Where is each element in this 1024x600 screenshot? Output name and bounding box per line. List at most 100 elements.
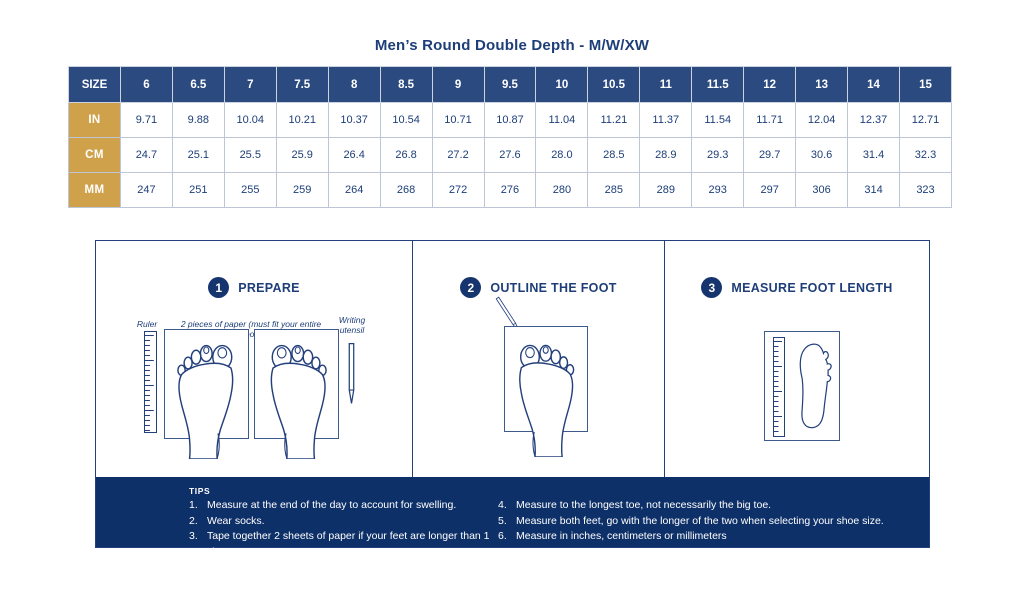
step-column-prepare: 1 PREPARE Ruler 2 pieces of paper (must …	[96, 241, 413, 477]
tip-item: 2. Wear socks.	[189, 514, 494, 530]
size-header-row: SIZE 6 6.5 7 7.5 8 8.5 9 9.5 10 10.5 11 11.5 12 13 14 1…	[68, 66, 952, 103]
measuring-guide-panel: 1 PREPARE Ruler 2 pieces of paper (must …	[95, 240, 930, 558]
step-1-header: 1 PREPARE	[96, 277, 412, 298]
foot-top-view-icon	[262, 339, 332, 459]
size-cell-mm: 272	[431, 172, 485, 208]
size-column-header: 6	[119, 66, 173, 103]
foot-top-view-icon	[172, 339, 242, 459]
size-cell-in: 9.71	[119, 102, 173, 138]
foot-top-view-icon	[511, 339, 579, 457]
size-cell-cm: 30.6	[795, 137, 849, 173]
tip-text: Tape together 2 sheets of paper if your …	[207, 530, 490, 558]
tip-item: 4. Measure to the longest toe, not neces…	[498, 498, 923, 514]
ruler-label: Ruler	[136, 319, 158, 329]
step-2-title: OUTLINE THE FOOT	[490, 280, 617, 295]
size-cell-in: 11.71	[743, 102, 797, 138]
pencil-icon	[346, 341, 357, 407]
paper-outline	[164, 329, 249, 439]
size-cell-mm: 280	[535, 172, 589, 208]
size-cell-in: 10.71	[431, 102, 485, 138]
size-column-header: 14	[847, 66, 900, 103]
size-cell-cm: 28.5	[587, 137, 641, 173]
tips-list-left: 1. Measure at the end of the day to acco…	[189, 498, 494, 560]
table-row-millimeters: MM 247 251 255 259 264 268 272 276 280 285 289 293 2…	[68, 172, 952, 208]
size-cell-cm: 25.5	[223, 137, 277, 173]
step-2-number-badge: 2	[460, 277, 482, 298]
size-cell-in: 12.37	[847, 102, 900, 138]
step-1-title: PREPARE	[238, 280, 300, 295]
size-cell-in: 10.54	[379, 102, 433, 138]
ruler-icon	[773, 337, 785, 437]
size-cell-cm: 25.1	[171, 137, 225, 173]
footprint-outline-icon	[789, 335, 835, 439]
size-corner-cell: SIZE	[68, 66, 121, 103]
size-cell-cm: 26.4	[327, 137, 381, 173]
size-cell-cm: 32.3	[899, 137, 952, 173]
size-cell-cm: 26.8	[379, 137, 433, 173]
size-cell-cm: 27.6	[483, 137, 537, 173]
step-column-measure: 3 MEASURE FOOT LENGTH	[665, 241, 929, 477]
size-cell-mm: 297	[743, 172, 797, 208]
size-cell-mm: 293	[691, 172, 745, 208]
step-1-number-badge: 1	[208, 277, 230, 298]
size-cell-cm: 31.4	[847, 137, 900, 173]
table-row-inches: IN 9.71 9.88 10.04 10.21 10.37 10.54 10.71 10.8…	[68, 102, 952, 138]
step-2-header: 2 OUTLINE THE FOOT	[413, 277, 664, 298]
size-column-header: 11	[639, 66, 693, 103]
size-column-header: 9.5	[483, 66, 537, 103]
size-column-header: 9	[431, 66, 485, 103]
size-cell-mm: 247	[119, 172, 173, 208]
page-title: Men’s Round Double Depth - M/W/XW	[374, 37, 650, 54]
tip-number: 1.	[189, 499, 198, 511]
size-column-header: 6.5	[171, 66, 225, 103]
row-label-mm: MM	[68, 172, 121, 208]
size-column-header: 10.5	[587, 66, 641, 103]
size-cell-in: 12.71	[899, 102, 952, 138]
size-cell-cm: 25.9	[275, 137, 329, 173]
size-chart-table: SIZE 6 6.5 7 7.5 8 8.5 9 9.5 10 10.5 11 11.5 12 13 14 1…	[68, 66, 952, 208]
tip-text: Measure both feet, go with the longer of…	[516, 514, 884, 527]
size-cell-mm: 285	[587, 172, 641, 208]
tip-number: 5.	[498, 514, 507, 527]
paper-outline	[504, 326, 588, 432]
size-cell-in: 10.37	[327, 102, 381, 138]
size-cell-mm: 289	[639, 172, 693, 208]
size-column-header: 11.5	[691, 66, 745, 103]
step-3-number-badge: 3	[701, 277, 723, 298]
tips-bar: TIPS 1. Measure at the end of the day to…	[96, 477, 929, 558]
size-column-header: 7	[223, 66, 277, 103]
tip-item: 6. Measure in inches, centimeters or mil…	[498, 529, 923, 545]
size-cell-in: 9.88	[171, 102, 225, 138]
tip-text: Measure to the longest toe, not necessar…	[516, 499, 772, 511]
tip-item: 1. Measure at the end of the day to acco…	[189, 498, 494, 514]
tips-list-right: 4. Measure to the longest toe, not neces…	[498, 498, 923, 545]
size-column-header: 7.5	[275, 66, 329, 103]
size-cell-mm: 251	[171, 172, 225, 208]
size-cell-in: 10.21	[275, 102, 329, 138]
size-cell-cm: 29.7	[743, 137, 797, 173]
size-cell-mm: 276	[483, 172, 537, 208]
size-cell-cm: 28.9	[639, 137, 693, 173]
size-column-header: 8	[327, 66, 381, 103]
guide-steps-row: 1 PREPARE Ruler 2 pieces of paper (must …	[96, 241, 929, 477]
size-cell-cm: 27.2	[431, 137, 485, 173]
size-column-header: 15	[899, 66, 952, 103]
size-cell-in: 12.04	[795, 102, 849, 138]
tips-heading: TIPS	[189, 486, 211, 496]
size-cell-cm: 24.7	[119, 137, 173, 173]
step-3-header: 3 MEASURE FOOT LENGTH	[665, 277, 929, 298]
paper-outline	[254, 329, 339, 439]
size-column-header: 8.5	[379, 66, 433, 103]
size-cell-cm: 29.3	[691, 137, 745, 173]
tip-number: 3.	[189, 530, 198, 542]
size-column-header: 10	[535, 66, 589, 103]
size-column-header: 12	[743, 66, 797, 103]
tip-number: 4.	[498, 499, 507, 511]
size-column-header: 13	[795, 66, 849, 103]
size-cell-mm: 306	[795, 172, 849, 208]
size-cell-mm: 314	[847, 172, 900, 208]
tip-text: Measure in inches, centimeters or millim…	[516, 530, 727, 542]
size-cell-mm: 255	[223, 172, 277, 208]
row-label-cm: CM	[68, 137, 121, 173]
ruler-icon	[144, 331, 157, 433]
